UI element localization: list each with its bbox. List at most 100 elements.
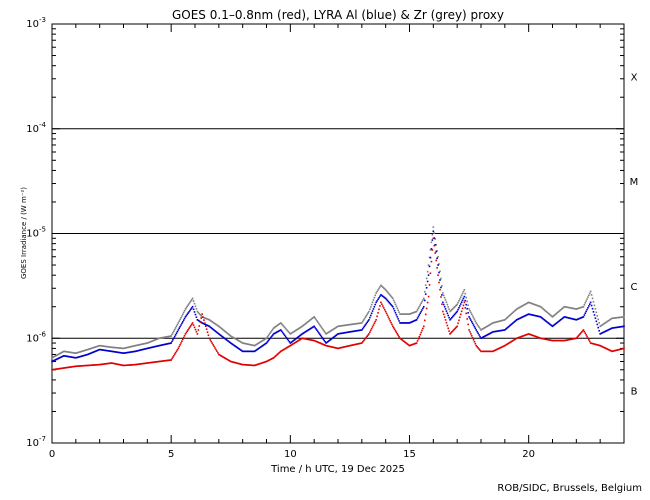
data-point	[513, 339, 515, 341]
data-point	[355, 330, 358, 332]
data-point	[300, 333, 303, 336]
data-point	[358, 322, 360, 325]
data-point	[188, 327, 190, 330]
data-point	[173, 335, 176, 338]
data-point	[168, 359, 171, 362]
data-point	[376, 315, 378, 318]
data-point	[365, 322, 368, 325]
data-point	[487, 324, 490, 327]
data-point	[310, 339, 313, 341]
data-point	[52, 360, 54, 362]
data-point	[414, 342, 417, 345]
data-point	[594, 343, 597, 346]
data-point	[394, 312, 397, 314]
data-point	[57, 357, 60, 360]
data-point	[210, 327, 213, 329]
data-point	[342, 346, 345, 348]
data-point	[295, 340, 298, 343]
data-point	[441, 303, 443, 306]
data-point	[242, 342, 245, 345]
data-point	[491, 350, 493, 353]
data-point	[361, 327, 364, 330]
data-point	[317, 331, 320, 334]
data-point	[361, 320, 364, 323]
data-point	[87, 353, 90, 355]
data-point	[120, 352, 123, 354]
data-point	[402, 339, 404, 342]
data-point	[444, 299, 447, 301]
data-point	[607, 348, 610, 351]
data-point	[68, 366, 71, 369]
data-point	[431, 249, 434, 251]
data-point	[76, 365, 79, 367]
data-point	[256, 343, 259, 345]
data-point	[205, 328, 208, 330]
data-point	[307, 338, 310, 341]
data-point	[53, 355, 56, 358]
data-point	[608, 328, 611, 331]
data-point	[585, 310, 587, 313]
data-point	[58, 357, 61, 359]
data-point	[183, 309, 186, 312]
data-point	[532, 314, 535, 316]
data-point	[441, 294, 443, 296]
data-point	[335, 334, 337, 337]
data-point	[367, 320, 369, 322]
data-point	[321, 337, 324, 339]
data-point	[152, 339, 155, 342]
data-point	[104, 345, 106, 348]
data-point	[435, 250, 437, 253]
data-point	[609, 328, 612, 330]
data-point	[367, 334, 369, 336]
data-point	[186, 313, 189, 316]
data-point	[555, 312, 557, 315]
data-point	[443, 296, 446, 299]
data-point	[61, 367, 63, 370]
data-point	[507, 326, 510, 328]
data-point	[304, 323, 306, 325]
data-point	[620, 325, 623, 328]
data-point	[308, 319, 311, 322]
data-point	[175, 350, 178, 353]
data-point	[251, 364, 254, 367]
data-point	[393, 301, 396, 304]
data-point	[226, 332, 228, 334]
data-point	[61, 355, 63, 358]
data-point	[586, 308, 588, 311]
data-point	[410, 312, 413, 315]
data-point	[442, 294, 445, 297]
data-point	[554, 313, 557, 316]
data-point	[129, 346, 131, 348]
data-point	[268, 333, 270, 336]
data-point	[543, 318, 546, 321]
data-point	[66, 366, 69, 369]
data-point	[218, 325, 220, 328]
data-point	[76, 356, 79, 359]
data-point	[537, 336, 539, 339]
data-point	[419, 304, 422, 306]
data-point	[143, 342, 146, 345]
data-point	[501, 319, 503, 322]
data-point	[569, 338, 571, 341]
data-point	[77, 351, 80, 354]
data-point	[141, 362, 143, 365]
data-point	[497, 330, 500, 332]
data-point	[194, 328, 197, 331]
data-point	[518, 317, 521, 320]
data-point	[411, 343, 413, 346]
data-point	[470, 333, 472, 335]
data-point	[471, 337, 474, 339]
data-point	[276, 324, 279, 327]
data-point	[206, 331, 209, 334]
data-point	[299, 334, 302, 337]
data-point	[421, 300, 423, 303]
data-point	[397, 309, 399, 311]
data-point	[320, 342, 323, 345]
data-point	[85, 349, 87, 351]
data-point	[253, 344, 256, 347]
data-point	[374, 303, 377, 306]
data-point	[202, 322, 204, 325]
data-point	[595, 320, 598, 323]
data-point	[163, 360, 165, 362]
data-point	[111, 346, 114, 349]
